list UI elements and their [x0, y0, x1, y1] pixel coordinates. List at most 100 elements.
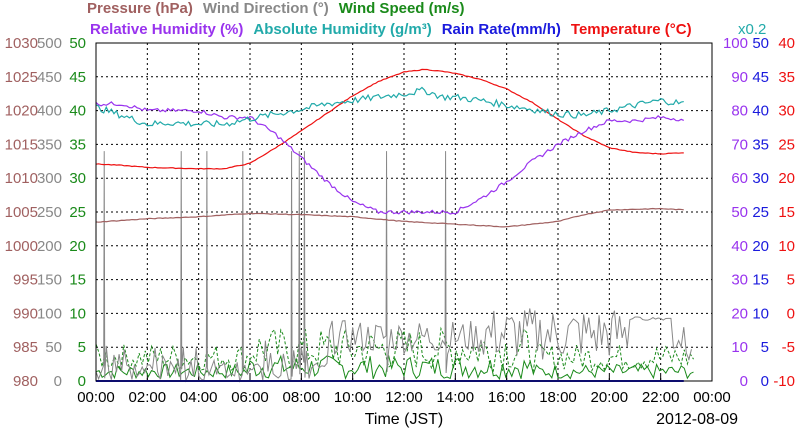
relative-humidity-tick-label: 70 [731, 136, 748, 153]
wind-direction-tick-label: 450 [37, 69, 62, 86]
wind-speed-tick-label: 15 [69, 272, 86, 289]
temperature-tick-label: 35 [778, 69, 795, 86]
x-tick-label: 00:00 [77, 389, 115, 406]
pressure-tick-label: 980 [13, 373, 38, 390]
x-tick-label: 02:00 [129, 389, 167, 406]
wind-direction-tick-label: 300 [37, 170, 62, 187]
pressure-tick-label: 995 [13, 272, 38, 289]
pressure-tick-label: 985 [13, 339, 38, 356]
x-tick-label: 14:00 [437, 389, 475, 406]
relative-humidity-tick-label: 0 [740, 373, 748, 390]
temperature-tick-label: 5 [787, 272, 795, 289]
title-line-1: Pressure (hPa) Wind Direction (°) Wind Spe… [87, 0, 464, 17]
rain-rate-tick-label: 20 [752, 238, 769, 255]
y-axes: 1030102510201015101010051000995990985980… [5, 35, 795, 390]
temperature-tick-label: 40 [778, 35, 795, 52]
wind-speed-tick-label: 50 [69, 35, 86, 52]
x-tick-label: 08:00 [283, 389, 321, 406]
wind-speed-line [95, 354, 694, 381]
wind-speed-tick-label: 10 [69, 305, 86, 322]
scale-note: x0.2 [738, 21, 766, 38]
wind-speed-tick-label: 40 [69, 103, 86, 120]
relative-humidity-tick-label: 40 [731, 238, 748, 255]
pressure-tick-label: 1020 [5, 103, 38, 120]
temperature-tick-label: 15 [778, 204, 795, 221]
wind-direction-tick-label: 400 [37, 103, 62, 120]
legend-title-item: Wind Speed (m/s) [339, 0, 465, 17]
x-tick-label: 04:00 [180, 389, 218, 406]
rain-rate-tick-label: 35 [752, 136, 769, 153]
wind-speed-tick-label: 45 [69, 69, 86, 86]
wind-direction-tick-label: 350 [37, 136, 62, 153]
x-tick-label: 06:00 [231, 389, 269, 406]
relative-humidity-tick-label: 30 [731, 272, 748, 289]
relative-humidity-tick-label: 20 [731, 305, 748, 322]
chart-grid [96, 43, 712, 381]
x-tick-label: 16:00 [488, 389, 526, 406]
relative-humidity-tick-label: 100 [723, 35, 748, 52]
pressure-line [95, 207, 684, 228]
rain-rate-tick-label: 10 [752, 305, 769, 322]
date-label: 2012-08-09 [656, 411, 738, 428]
temperature-tick-label: -10 [773, 373, 795, 390]
temperature-tick-label: 30 [778, 103, 795, 120]
temperature-tick-label: 20 [778, 170, 795, 187]
wind-direction-tick-label: 500 [37, 35, 62, 52]
relative-humidity-tick-label: 60 [731, 170, 748, 187]
relative-humidity-tick-label: 90 [731, 69, 748, 86]
rain-rate-tick-label: 40 [752, 103, 769, 120]
wind-direction-tick-label: 150 [37, 272, 62, 289]
wind-direction-tick-label: 250 [37, 204, 62, 221]
wind-direction-tick-label: 50 [45, 339, 62, 356]
relative-humidity-tick-label: 10 [731, 339, 748, 356]
wind-direction-tick-label: 0 [54, 373, 62, 390]
legend-title-item: Absolute Humidity (g/m³) [253, 21, 431, 38]
title-line-2: Relative Humidity (%) Absolute Humidity (… [90, 21, 692, 38]
x-axis-label: Time (JST) [365, 411, 444, 428]
wind-speed-tick-label: 5 [78, 339, 86, 356]
relative-humidity-tick-label: 50 [731, 204, 748, 221]
wind-speed-tick-label: 0 [78, 373, 86, 390]
pressure-tick-label: 1005 [5, 204, 38, 221]
legend-title-item: Temperature (°C) [571, 21, 692, 38]
absolute-humidity-line [95, 86, 684, 128]
wind-speed-tick-label: 20 [69, 238, 86, 255]
rain-rate-tick-label: 30 [752, 170, 769, 187]
rain-rate-tick-label: 50 [752, 35, 769, 52]
x-tick-label: 12:00 [385, 389, 423, 406]
pressure-tick-label: 1025 [5, 69, 38, 86]
wind-speed-max-line [95, 326, 694, 373]
pressure-tick-label: 1015 [5, 136, 38, 153]
rain-rate-tick-label: 45 [752, 69, 769, 86]
pressure-tick-label: 990 [13, 305, 38, 322]
relative-humidity-line [95, 101, 684, 215]
temperature-line [95, 68, 684, 170]
pressure-tick-label: 1030 [5, 35, 38, 52]
x-tick-label: 22:00 [642, 389, 680, 406]
legend-title-item: Rain Rate(mm/h) [442, 21, 561, 38]
rain-rate-tick-label: 5 [761, 339, 769, 356]
temperature-tick-label: 25 [778, 136, 795, 153]
x-axis: 00:00 02:00 04:00 06:00 08:00 10:00 12:00 14:00… [77, 375, 731, 406]
legend-title-item: Relative Humidity (%) [90, 21, 243, 38]
plot-area [95, 68, 694, 383]
temperature-tick-label: -5 [782, 339, 795, 356]
wind-direction-line [95, 151, 692, 383]
x-tick-label: 20:00 [591, 389, 629, 406]
rain-rate-tick-label: 25 [752, 204, 769, 221]
temperature-tick-label: 0 [787, 305, 795, 322]
wind-speed-tick-label: 30 [69, 170, 86, 187]
legend-title-item: Wind Direction (°) [203, 0, 329, 17]
legend-title-item: Pressure (hPa) [87, 0, 193, 17]
rain-rate-tick-label: 15 [752, 272, 769, 289]
x-tick-label: 18:00 [539, 389, 577, 406]
wind-speed-tick-label: 25 [69, 204, 86, 221]
wind-direction-tick-label: 100 [37, 305, 62, 322]
wind-speed-tick-label: 35 [69, 136, 86, 153]
rain-rate-tick-label: 0 [761, 373, 769, 390]
wind-direction-tick-label: 200 [37, 238, 62, 255]
x-tick-label: 00:00 [693, 389, 731, 406]
pressure-tick-label: 1010 [5, 170, 38, 187]
pressure-tick-label: 1000 [5, 238, 38, 255]
